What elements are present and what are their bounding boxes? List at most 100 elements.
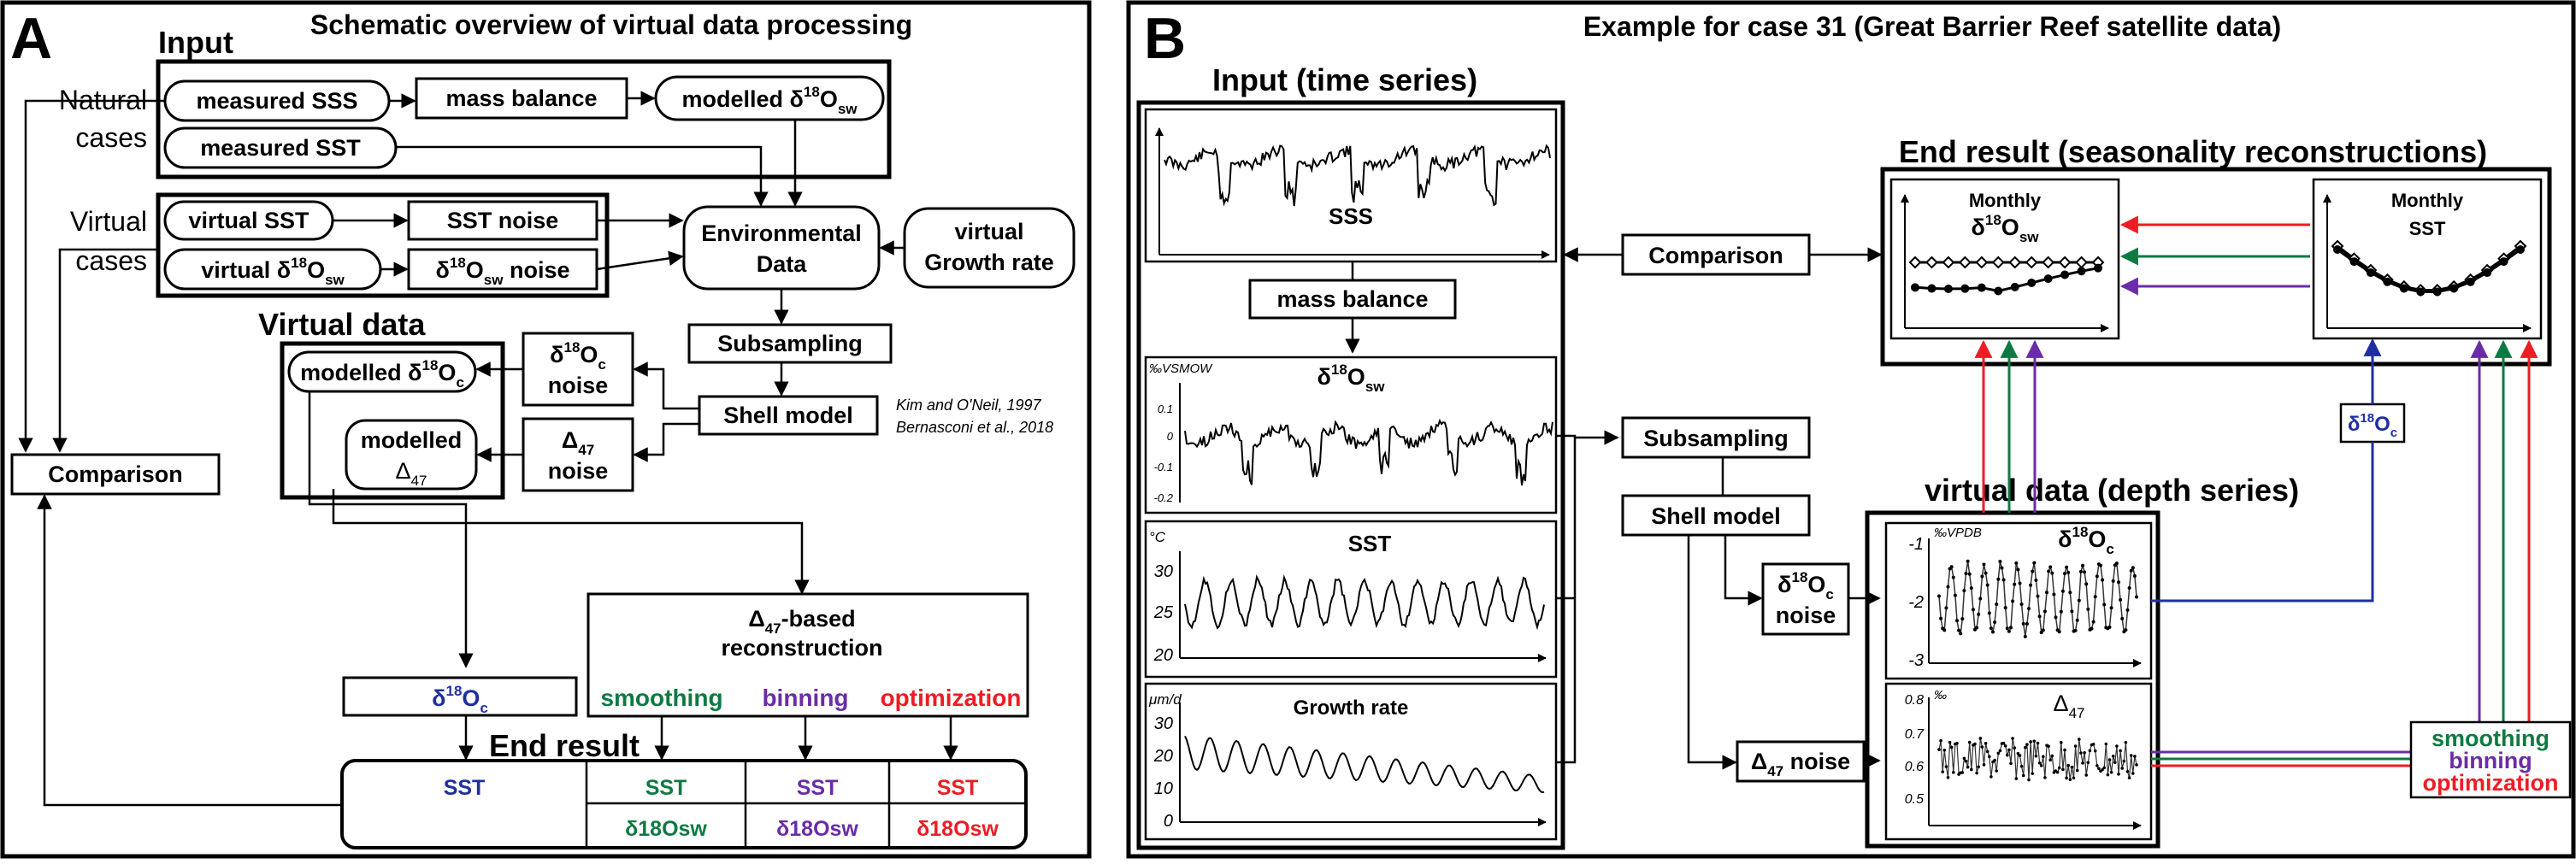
measured-sss-label: measured SSS [196, 88, 357, 114]
d18oc-noise-node-b [1761, 562, 1850, 636]
modelled-d18oc-label: modelled δ18Oc [300, 357, 464, 391]
d47-depth-point [2113, 761, 2117, 764]
d18oc-depth-point [1995, 602, 1999, 607]
d18oc-depth-point [2101, 578, 2105, 582]
blue-d18oc-line-lower [2151, 442, 2374, 602]
end-result-heading-b: End result (seasonality reconstructions) [1899, 134, 2487, 169]
d18oc-depth-point [2048, 565, 2053, 569]
d47-depth-point [2072, 776, 2076, 780]
monthly-sst-recon-point [2399, 284, 2408, 293]
d47-depth-point [2070, 765, 2074, 769]
d47-depth-point [2019, 764, 2024, 768]
monthly-sst-title-1: Monthly [2391, 190, 2464, 211]
d47-y-ticks: 0.8 0.7 0.6 0.5 [1905, 693, 1925, 807]
d47-depth-point [1989, 775, 1993, 779]
monthly-d18osw-true-point [1958, 256, 1972, 269]
d47-depth-point [1973, 742, 1977, 746]
d47-depth-point [2102, 766, 2106, 770]
d47-depth-point [1978, 737, 1983, 740]
d47-depth-point [2024, 745, 2027, 749]
mass-balance-label-a: mass balance [445, 85, 597, 111]
d47-depth-point [2047, 744, 2050, 748]
d47-depth-point [2027, 778, 2031, 782]
d47-depth-point [2050, 754, 2054, 758]
end-result-d18osw-red: δ18Osw [917, 817, 999, 841]
d47-depth-point [1985, 749, 1989, 754]
method-binning-b: binning [2449, 748, 2532, 773]
d18oc-depth-point [1998, 560, 2002, 564]
d47-depth-point [2016, 751, 2020, 755]
d18oc-depth-point [2091, 620, 2096, 624]
d47-depth-point [2029, 740, 2032, 744]
d18oc-depth-point [1939, 616, 1943, 620]
d18oc-depth-point [2119, 597, 2123, 602]
environmental-data-label-2: Data [757, 251, 808, 277]
d47-depth-point [2018, 754, 2022, 757]
d18oc-depth-point [2021, 621, 2025, 626]
d18oc-depth-point [2054, 615, 2058, 620]
sst-tick-label: 20 [1153, 646, 1173, 665]
d18oc-depth-point [2019, 602, 2024, 606]
monthly-d18osw-recon-point [1927, 284, 1936, 293]
d18osw-series-line [1184, 418, 1553, 486]
modelled-d47-label-1: modelled [361, 427, 463, 453]
d47-depth-plot [1884, 682, 2153, 841]
subsampling-node-a [687, 323, 893, 364]
monthly-d18osw-true-point [1925, 256, 1938, 269]
reference-bernasconi: Bernasconi et al., 2018 [896, 419, 1053, 436]
d18oc-depth-point [2114, 561, 2119, 566]
growth-tick-label: 0 [1164, 812, 1173, 831]
d18osw-unit: ‰VSMOW [1149, 361, 1213, 376]
d47-depth-point [1966, 765, 1970, 769]
d47-depth-point [2122, 759, 2126, 763]
d47-depth-point [2007, 748, 2011, 752]
d47-depth-point [1982, 763, 1986, 767]
monthly-sst-recon-point [2466, 277, 2475, 286]
d47-depth-point [1952, 771, 1955, 774]
d18oc-depth-point [2025, 621, 2029, 626]
d18oc-depth-point [2109, 606, 2113, 610]
panel-a-title: Schematic overview of virtual data proce… [310, 9, 912, 40]
d18oc-depth-point [2001, 578, 2006, 582]
monthly-sst-recon-series [2333, 245, 2525, 297]
d47-depth-point [2006, 753, 2009, 757]
d47-depth-point [1949, 745, 1954, 749]
d47-depth-point [2073, 744, 2078, 748]
d18oc-depth-point [1959, 632, 1963, 636]
growth-y-ticks: 30 20 10 0 [1153, 714, 1173, 831]
arrow-endresult-comparison [37, 494, 342, 807]
d18oc-depth-point [1953, 593, 1957, 597]
d47-depth-point [2043, 776, 2047, 779]
d18oc-depth-point [2083, 570, 2087, 574]
monthly-d18osw-recon-point [2094, 263, 2102, 273]
d47-depth-point [2084, 773, 2088, 777]
d18oc-depth-point [2023, 634, 2027, 638]
d47-depth-point [1984, 742, 1988, 745]
end-result-sst-green: SST [645, 776, 687, 800]
d18oc-depth-point [2107, 625, 2112, 629]
d18oc-depth-point [2029, 583, 2033, 587]
d47-depth-point [1962, 756, 1966, 761]
arrow-d47-to-recon [332, 489, 810, 595]
shell-model-node-b [1621, 494, 1811, 537]
d18oc-depth-point [1982, 562, 1986, 567]
d47-recon-label-1: Δ47-based [748, 606, 855, 637]
arrow-shell-d47noise [633, 422, 699, 462]
monthly-d18osw-recon-point [2060, 270, 2070, 279]
sss-series-line [1164, 144, 1551, 207]
d47-depth-point [2001, 741, 2006, 745]
d47-depth-point [2042, 755, 2045, 759]
d18oc-depth-point [1955, 619, 1959, 623]
growth-tick-label: 20 [1153, 747, 1173, 766]
arrow-purple-up-sst [2151, 339, 2489, 754]
d47-reconstruction-box [587, 592, 1029, 718]
monthly-d18osw-recon-point [2010, 282, 2019, 291]
d47-noise-node [522, 417, 634, 492]
monthly-d18osw-recon-point [1960, 284, 1970, 293]
growth-series-line [1184, 735, 1545, 794]
d47-depth-point [1941, 770, 1944, 773]
d18oc-depth-point [1962, 589, 1966, 593]
measured-sst-label: measured SST [200, 135, 361, 161]
d18oc-depth-point [2075, 618, 2079, 622]
d18oc-depth-point [2034, 578, 2038, 582]
